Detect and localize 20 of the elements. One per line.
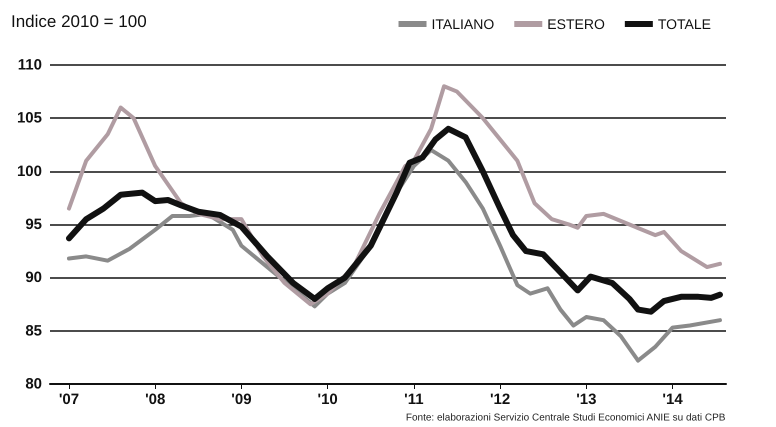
y-tick-label: 100 <box>16 162 42 180</box>
x-tick-label: '08 <box>145 391 166 408</box>
x-tick-label: '13 <box>576 391 596 408</box>
x-tick-label: '12 <box>490 391 510 408</box>
y-tick-label: 90 <box>25 269 42 286</box>
y-tick-label: 110 <box>18 56 42 74</box>
x-tick-label: '10 <box>318 391 338 408</box>
x-tick-label: '14 <box>662 391 684 408</box>
y-tick-label: 105 <box>16 110 42 127</box>
y-tick-label: 95 <box>25 216 42 233</box>
chart-title: Indice 2010 = 100 <box>11 12 147 31</box>
legend-label: ESTERO <box>547 16 605 32</box>
x-tick-label: '09 <box>231 391 252 408</box>
legend-label: ITALIANO <box>432 16 494 32</box>
source-note: Fonte: elaborazioni Servizio Centrale Studi Economici ANIE su dati CPB <box>406 412 726 424</box>
y-tick-label: 85 <box>25 322 42 340</box>
legend-label: TOTALE <box>658 16 712 32</box>
y-tick-label: 80 <box>25 376 42 392</box>
x-tick-label: '11 <box>404 391 424 408</box>
x-tick-label: '07 <box>58 391 80 408</box>
